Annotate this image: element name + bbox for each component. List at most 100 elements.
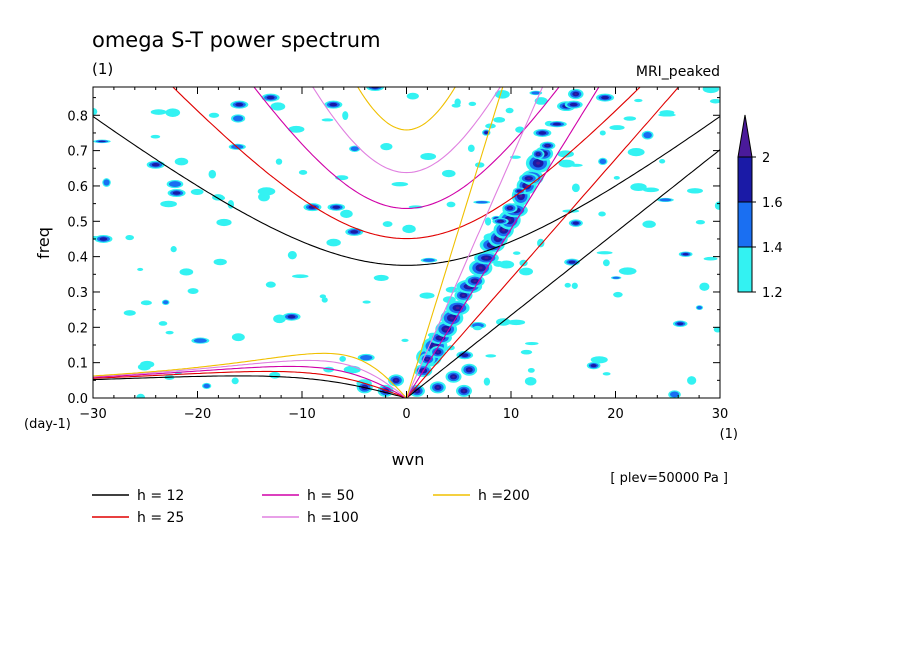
power-speckle: [298, 170, 308, 175]
power-speckle: [190, 188, 204, 195]
power-speckle: [709, 98, 720, 104]
legend-label: h =200: [478, 488, 530, 504]
power-speckle: [213, 258, 227, 266]
power-speckle: [599, 130, 606, 136]
power-speckle: [634, 98, 643, 103]
y-tick-label: 0.6: [67, 180, 88, 195]
power-speckle: [140, 300, 152, 306]
power-speckle: [590, 356, 608, 364]
power-speckle: [613, 176, 620, 180]
power-speckle: [321, 297, 328, 303]
power-speckle: [590, 364, 597, 368]
legend-label: h =100: [307, 510, 359, 526]
chart-title: omega S-T power spectrum: [92, 28, 381, 52]
low-freq-power-patch: [436, 386, 440, 389]
power-speckle: [451, 103, 461, 108]
kelvin-power-patch: [473, 280, 477, 283]
power-speckle: [702, 87, 720, 94]
rossby-curve: [93, 352, 407, 398]
power-speckle: [136, 393, 146, 398]
kelvin-power-patch: [502, 228, 506, 232]
power-speckle: [350, 146, 359, 152]
kelvin-power-patch: [455, 306, 460, 310]
power-speckle: [288, 125, 305, 133]
power-speckle: [391, 181, 409, 187]
power-speckle: [162, 300, 169, 305]
kelvin-power-patch: [537, 153, 540, 155]
kelvin-power-patch: [484, 257, 489, 260]
power-speckle: [382, 221, 393, 227]
power-speckle: [713, 326, 720, 333]
power-patch: [308, 205, 317, 209]
kelvin-power-patch: [552, 122, 562, 126]
rossby-curve: [93, 359, 407, 398]
power-patch: [538, 131, 547, 135]
power-speckle: [602, 259, 610, 267]
low-freq-power-patch: [436, 351, 440, 354]
power-speckle: [467, 144, 475, 153]
low-freq-power-patch: [467, 368, 471, 371]
power-speckle: [677, 322, 684, 326]
power-patch: [99, 237, 108, 241]
power-speckle: [275, 158, 283, 165]
power-speckle: [270, 102, 286, 111]
power-patch: [235, 102, 244, 107]
power-speckle: [208, 112, 220, 118]
power-speckle: [642, 187, 660, 193]
power-speckle: [332, 205, 341, 209]
power-speckle: [179, 268, 194, 276]
kelvin-power-patch: [598, 40, 611, 46]
power-speckle: [165, 330, 174, 335]
x-tick-label: −30: [79, 407, 106, 422]
power-speckle: [696, 305, 703, 310]
power-speckle: [420, 152, 437, 161]
power-speckle: [231, 377, 239, 385]
power-speckle: [527, 367, 535, 373]
power-speckle: [534, 97, 548, 105]
power-speckle: [682, 252, 689, 256]
power-speckle: [419, 292, 435, 299]
rossby-curve: [93, 365, 407, 398]
power-speckle: [187, 288, 199, 294]
power-speckle: [473, 325, 483, 331]
power-speckle: [373, 274, 389, 281]
gravity-curve: [93, 116, 720, 266]
x-tick-label: 0: [402, 407, 410, 422]
gravity-curve: [253, 87, 560, 209]
x-tick-label: 10: [503, 407, 520, 422]
power-contours: [93, 40, 720, 398]
rossby-curve: [93, 370, 407, 398]
power-speckle: [137, 363, 151, 371]
power-speckle: [319, 294, 327, 299]
power-speckle: [193, 338, 207, 343]
power-speckle: [493, 116, 506, 123]
power-patch: [329, 102, 338, 107]
power-speckle: [571, 282, 578, 289]
power-speckle: [524, 376, 537, 386]
power-speckle: [596, 251, 613, 255]
power-speckle: [468, 101, 477, 106]
y-tick-label: 0.1: [67, 357, 88, 372]
power-speckle: [169, 181, 181, 188]
power-speckle: [612, 276, 620, 279]
colorbar: 1.2 1.4 1.6 2: [737, 114, 783, 301]
low-freq-power-patch: [394, 379, 398, 382]
kelvin-power-patch: [508, 207, 512, 209]
colorbar-label: 1.6: [762, 196, 783, 211]
power-speckle: [643, 132, 652, 139]
chart-subtitle-left: (1): [92, 60, 113, 78]
power-patch: [266, 95, 275, 100]
power-speckle: [519, 267, 534, 276]
power-speckle: [623, 116, 637, 121]
gravity-curve: [357, 87, 456, 131]
power-speckle: [714, 201, 720, 210]
power-speckle: [402, 224, 416, 234]
power-speckle: [537, 238, 545, 248]
power-speckle: [505, 107, 514, 114]
power-patch: [350, 230, 359, 234]
power-patch: [601, 95, 610, 100]
power-speckle: [380, 143, 393, 151]
power-speckle: [257, 187, 276, 196]
power-speckle: [203, 383, 210, 389]
power-speckle: [484, 217, 492, 226]
